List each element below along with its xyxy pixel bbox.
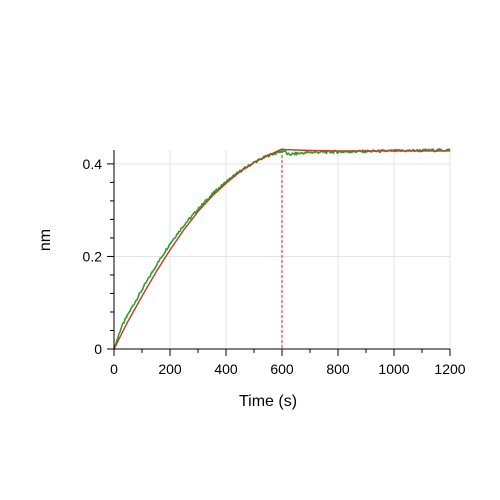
x-tick-label-1: 200 — [158, 361, 182, 377]
y-tick-label-0: 0 — [94, 341, 102, 357]
marker-layer — [113, 150, 283, 349]
x-tick-label-3: 600 — [270, 361, 294, 377]
x-axis-title: Time (s) — [239, 393, 297, 410]
x-tick-label-4: 800 — [326, 361, 350, 377]
x-tick-label-0: 0 — [110, 361, 118, 377]
axes-layer — [107, 150, 451, 356]
series-layer — [113, 148, 451, 350]
y-tick-label-2: 0.4 — [83, 156, 103, 172]
grid-layer — [114, 150, 451, 349]
x-tick-label-5: 1000 — [378, 361, 409, 377]
y-axis-title: nm — [37, 229, 54, 251]
tick-label-layer: 0 200 400 600 800 1000 1200 0 0.2 0.4 — [83, 156, 466, 377]
series-line-1 — [113, 148, 450, 350]
y-tick-label-1: 0.2 — [83, 248, 103, 264]
x-tick-label-6: 1200 — [434, 361, 465, 377]
x-tick-label-2: 400 — [214, 361, 238, 377]
